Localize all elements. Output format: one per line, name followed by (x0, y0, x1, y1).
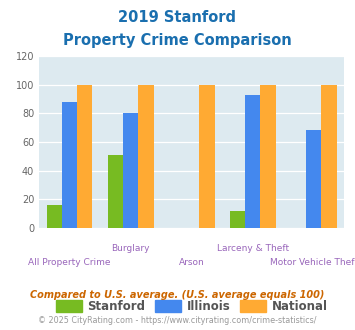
Bar (261, 85, 275, 228)
Text: Burglary: Burglary (111, 245, 150, 253)
Text: 2019 Stanford: 2019 Stanford (119, 10, 236, 25)
Bar (47, 205, 62, 228)
Text: Motor Vehicle Theft: Motor Vehicle Theft (270, 258, 355, 267)
Text: Compared to U.S. average. (U.S. average equals 100): Compared to U.S. average. (U.S. average … (30, 290, 325, 300)
Bar (138, 85, 153, 228)
Bar (62, 102, 77, 228)
Bar (108, 155, 123, 228)
Bar (306, 130, 322, 228)
Bar (322, 85, 337, 228)
Bar (77, 85, 92, 228)
Bar (200, 85, 214, 228)
Text: Property Crime Comparison: Property Crime Comparison (63, 33, 292, 48)
Text: Arson: Arson (179, 258, 204, 267)
Bar (245, 95, 261, 228)
Text: All Property Crime: All Property Crime (28, 258, 111, 267)
Text: Larceny & Theft: Larceny & Theft (217, 245, 289, 253)
Bar (230, 211, 245, 228)
Bar (123, 113, 138, 228)
Text: © 2025 CityRating.com - https://www.cityrating.com/crime-statistics/: © 2025 CityRating.com - https://www.city… (38, 315, 317, 325)
Legend: Stanford, Illinois, National: Stanford, Illinois, National (51, 295, 333, 318)
